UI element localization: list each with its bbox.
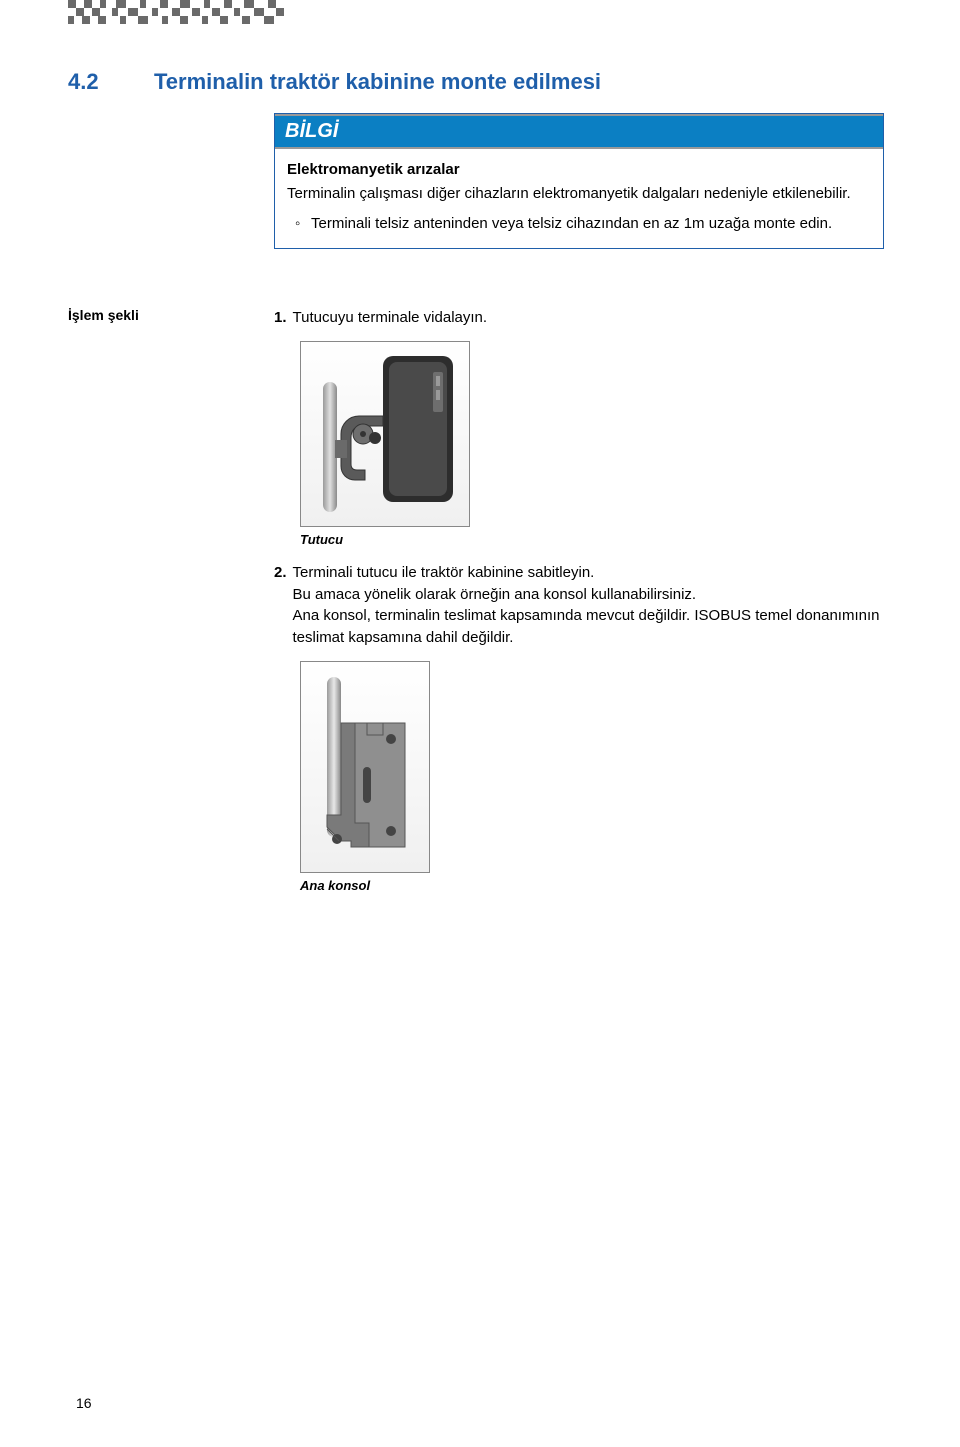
figure-1-caption: Tutucu	[300, 531, 884, 550]
header-ornament	[68, 0, 308, 24]
step-2-line1: Terminali tutucu ile traktör kabinine sa…	[293, 562, 884, 584]
figure-main-console	[300, 661, 430, 873]
main-console-icon	[305, 667, 425, 867]
section-number: 4.2	[68, 69, 154, 95]
step-1-number: 1.	[274, 307, 287, 329]
step-1-text: Tutucuyu terminale vidalayın.	[293, 307, 488, 329]
info-box: BİLGİ Elektromanyetik arızalar Terminali…	[274, 113, 884, 249]
step-1: 1. Tutucuyu terminale vidalayın.	[274, 307, 884, 329]
section-heading: 4.2 Terminalin traktör kabinine monte ed…	[68, 69, 960, 95]
holder-icon	[305, 346, 465, 522]
info-bullet: Terminali telsiz anteninden veya telsiz …	[291, 213, 871, 235]
info-box-title: BİLGİ	[275, 114, 883, 149]
procedure-body: 1. Tutucuyu terminale vidalayın.	[274, 307, 884, 895]
info-box-body: Elektromanyetik arızalar Terminalin çalı…	[275, 149, 883, 248]
section-title: Terminalin traktör kabinine monte edilme…	[154, 69, 601, 95]
step-2-number: 2.	[274, 562, 287, 649]
step-2-line3: Ana konsol, terminalin teslimat kapsamın…	[293, 605, 884, 649]
step-2: 2. Terminali tutucu ile traktör kabinine…	[274, 562, 884, 649]
figure-holder	[300, 341, 470, 527]
figure-2-caption: Ana konsol	[300, 877, 884, 896]
page-number: 16	[76, 1395, 92, 1411]
info-paragraph: Terminalin çalışması diğer cihazların el…	[287, 183, 871, 205]
info-subtitle: Elektromanyetik arızalar	[287, 159, 871, 181]
step-2-line2: Bu amaca yönelik olarak örneğin ana kons…	[293, 584, 884, 606]
procedure-label: İşlem şekli	[68, 307, 274, 895]
